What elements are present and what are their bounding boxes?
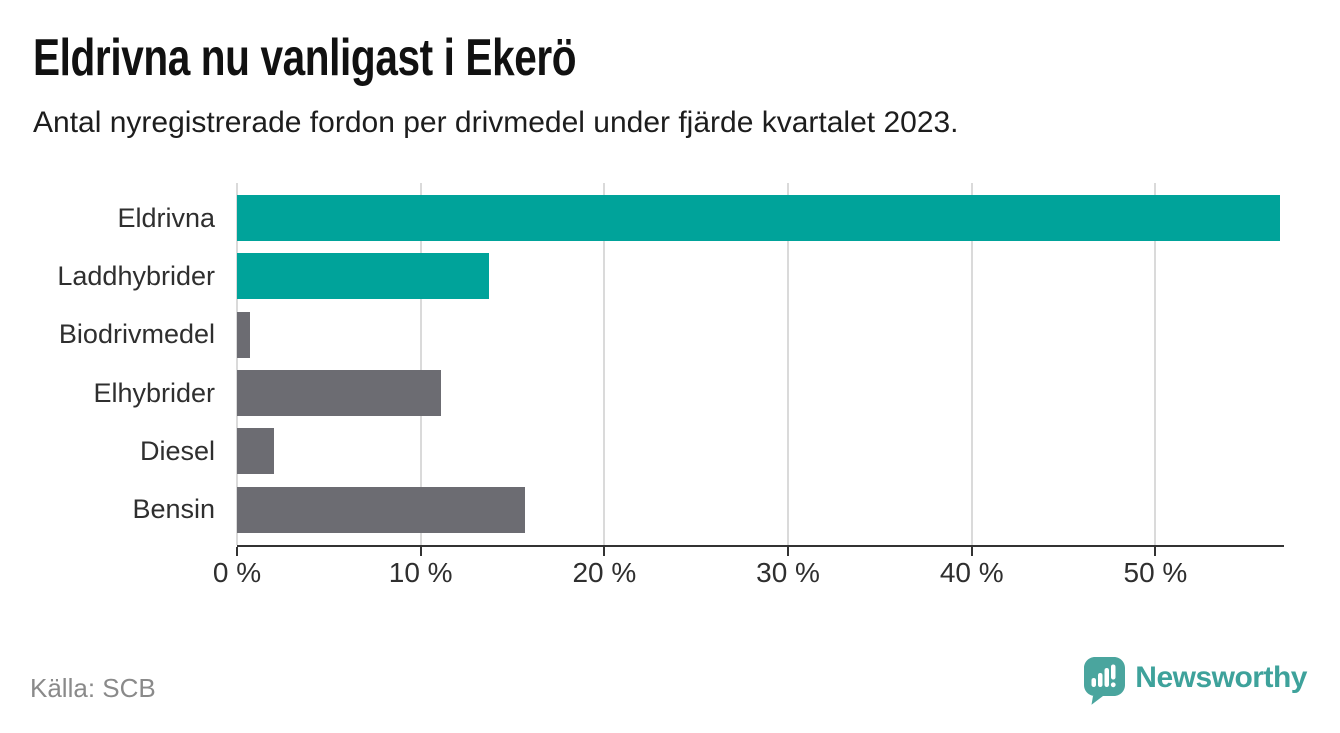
axis-tick-label: 40 %: [939, 557, 1004, 588]
axis-tick-label: 20 %: [572, 557, 637, 588]
gridline-10: [419, 183, 422, 545]
bar-diesel: [237, 428, 274, 475]
chart-row: Diesel: [33, 422, 1284, 480]
newsworthy-badge-icon: [1084, 657, 1126, 705]
chart-row: Biodrivmedel: [33, 306, 1284, 364]
newsworthy-wordmark: Newsworthy: [1135, 661, 1307, 694]
chart-row: Eldrivna: [33, 189, 1284, 247]
chart-row: Bensin: [33, 481, 1284, 539]
gridline-30: [787, 183, 790, 545]
gridline-0: [236, 183, 238, 545]
chart-rows: Eldrivna Laddhybrider Biodrivmedel Elhybrid…: [33, 183, 1284, 545]
bar-track: [237, 195, 1284, 242]
axis-tick-10: [419, 547, 422, 556]
chart-row: Laddhybrider: [33, 247, 1284, 305]
gridline-50: [1154, 183, 1157, 545]
bar-track: [237, 253, 1284, 300]
bar-track: [237, 311, 1284, 358]
axis-tick-label: 10 %: [388, 557, 453, 588]
category-label: Diesel: [139, 435, 215, 466]
bar-track: [237, 486, 1284, 533]
chart-subtitle: Antal nyregistrerade fordon per drivmede…: [33, 106, 959, 139]
axis-tick-50: [1154, 547, 1157, 556]
category-label: Elhybrider: [93, 377, 215, 408]
chart-row: Elhybrider: [33, 364, 1284, 422]
bar-bensin: [237, 486, 526, 533]
category-label: Bensin: [132, 494, 215, 525]
bar-biodrivmedel: [237, 311, 250, 358]
bar-laddhybrider: [237, 253, 489, 300]
category-label: Eldrivna: [117, 202, 215, 233]
axis-tick-label: 30 %: [756, 557, 820, 588]
bar-track: [237, 370, 1284, 417]
gridline-20: [603, 183, 606, 545]
axis-tick-30: [787, 547, 790, 556]
axis-tick-label: 50 %: [1123, 557, 1188, 588]
bar-chart: 0 % 10 % 20 % 30 % 40 % 50 % Eldrivna Laddhybr…: [33, 183, 1284, 595]
newsworthy-logo[interactable]: Newsworthy: [1084, 657, 1307, 705]
page-title: Eldrivna nu vanligast i Ekerö: [33, 29, 577, 87]
bar-eldrivna: [237, 195, 1281, 242]
axis-tick-label: 0 %: [212, 557, 262, 588]
category-label: Biodrivmedel: [58, 319, 215, 350]
bar-elhybrider: [237, 370, 441, 417]
axis-tick-20: [603, 547, 606, 556]
bar-track: [237, 428, 1284, 475]
category-label: Laddhybrider: [57, 260, 215, 291]
axis-tick-40: [970, 547, 973, 556]
gridline-40: [970, 183, 973, 545]
plot-area: 0 % 10 % 20 % 30 % 40 % 50 %: [213, 183, 1284, 588]
axis-tick-0: [236, 547, 238, 556]
source-note: Källa: SCB: [30, 673, 156, 703]
